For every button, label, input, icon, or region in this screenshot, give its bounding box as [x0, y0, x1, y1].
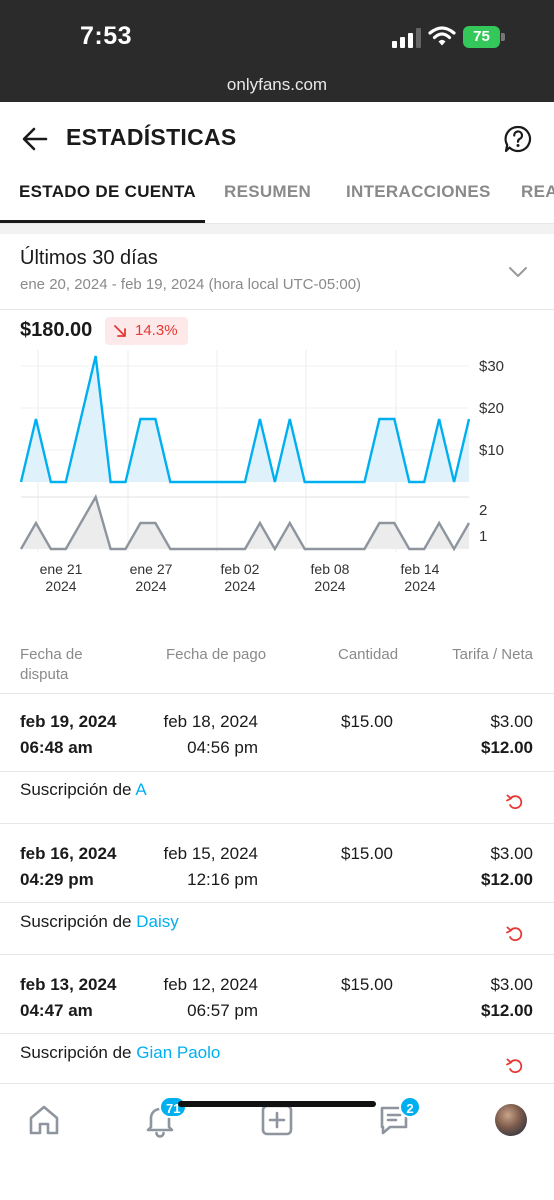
- dispute-time: 04:47 am: [20, 1001, 93, 1020]
- fee: $3.00: [490, 844, 533, 863]
- x-tick-label: feb 14: [401, 561, 440, 577]
- wifi-icon: [428, 26, 456, 46]
- subscription-prefix: Suscripción de: [20, 1043, 132, 1062]
- refund-icon[interactable]: [505, 792, 525, 812]
- payment-time: 04:56 pm: [187, 738, 258, 757]
- subscriber-link[interactable]: Gian Paolo: [136, 1043, 221, 1062]
- tab-bar: ESTADO DE CUENTA RESUMEN INTERACCIONES R…: [0, 174, 554, 224]
- dispute-date: feb 16, 2024: [20, 844, 117, 863]
- tab-estado-de-cuenta[interactable]: ESTADO DE CUENTA: [19, 182, 197, 201]
- divider: [0, 693, 554, 694]
- divider: [0, 1033, 554, 1034]
- x-tick-label: feb 08: [311, 561, 350, 577]
- refund-icon[interactable]: [505, 1056, 525, 1076]
- col-header-fee-net: Tarifa / Neta: [452, 646, 533, 663]
- divider: [0, 954, 554, 955]
- y-tick-label: 2: [479, 502, 487, 519]
- x-tick-label: ene 27: [130, 561, 173, 577]
- net: $12.00: [481, 870, 533, 889]
- status-time: 7:53: [80, 22, 133, 50]
- home-indicator: [178, 1101, 376, 1107]
- earnings-line: [19, 355, 471, 484]
- change-badge: 14.3%: [105, 317, 188, 345]
- earnings-area: [21, 356, 469, 482]
- plus-square-icon[interactable]: [259, 1102, 295, 1138]
- tab-interacciones[interactable]: INTERACCIONES: [346, 182, 491, 201]
- tab-resumen[interactable]: RESUMEN: [224, 182, 312, 201]
- y-tick-label: $20: [479, 400, 504, 417]
- dispute-time: 06:48 am: [20, 738, 93, 757]
- subscription-prefix: Suscripción de: [20, 780, 132, 799]
- dispute-date: feb 19, 2024: [20, 712, 117, 731]
- change-value: 14.3%: [135, 322, 178, 339]
- count-area: [21, 497, 469, 549]
- net: $12.00: [481, 1001, 533, 1020]
- home-icon[interactable]: [26, 1102, 62, 1138]
- period-range: ene 20, 2024 - feb 19, 2024 (hora local …: [20, 276, 362, 293]
- signal-icon: [392, 28, 421, 48]
- trend-down-icon: [114, 325, 126, 337]
- payment-date: feb 12, 2024: [163, 975, 258, 994]
- col-header-dispute-date: Fecha de disputa: [20, 646, 83, 683]
- subscriber-link[interactable]: Daisy: [136, 912, 179, 931]
- subscription-prefix: Suscripción de: [20, 912, 132, 931]
- messages-badge: 2: [399, 1096, 421, 1118]
- period-title[interactable]: Últimos 30 días: [20, 247, 158, 269]
- dispute-date: feb 13, 2024: [20, 975, 117, 994]
- subscription-label: Suscripción de Gian Paolo: [20, 1043, 220, 1063]
- payment-date: feb 15, 2024: [163, 844, 258, 863]
- question-circle-icon[interactable]: [503, 124, 533, 154]
- total-amount: $180.00: [20, 319, 93, 341]
- tab-rea[interactable]: REA: [521, 182, 554, 201]
- subscription-label: Suscripción de Daisy: [20, 912, 179, 932]
- active-tab-indicator: [0, 220, 205, 223]
- amount: $15.00: [341, 712, 393, 731]
- status-bar: 7:53 75 onlyfans.com: [0, 0, 554, 102]
- net: $12.00: [481, 738, 533, 757]
- fee: $3.00: [490, 712, 533, 731]
- y-tick-label: $30: [479, 358, 504, 375]
- y-tick-label: 1: [479, 528, 487, 545]
- payment-time: 06:57 pm: [187, 1001, 258, 1020]
- payment-time: 12:16 pm: [187, 870, 258, 889]
- payment-date: feb 18, 2024: [163, 712, 258, 731]
- arrow-left-icon[interactable]: [20, 124, 50, 154]
- x-tick-year: 2024: [135, 578, 166, 594]
- refund-icon[interactable]: [505, 924, 525, 944]
- col-header-amount: Cantidad: [338, 646, 399, 663]
- x-tick-label: feb 02: [221, 561, 260, 577]
- divider: [0, 823, 554, 824]
- notifications-badge: 71: [159, 1096, 188, 1118]
- section-divider: [0, 224, 554, 234]
- divider: [0, 309, 554, 310]
- battery-indicator: 75: [463, 26, 505, 48]
- avatar[interactable]: [495, 1104, 527, 1136]
- divider: [0, 902, 554, 903]
- x-tick-year: 2024: [45, 578, 76, 594]
- dispute-time: 04:29 pm: [20, 870, 94, 889]
- chevron-down-icon[interactable]: [506, 260, 530, 284]
- y-tick-label: $10: [479, 442, 504, 459]
- col-header-payment-date: Fecha de pago: [166, 646, 267, 663]
- subscriber-link[interactable]: A: [135, 780, 147, 799]
- battery-level: 75: [463, 26, 500, 48]
- page-header: ESTADÍSTICAS: [0, 102, 554, 174]
- url-bar[interactable]: onlyfans.com: [226, 75, 328, 94]
- subscription-label: Suscripción de A: [20, 780, 147, 800]
- x-tick-year: 2024: [224, 578, 255, 594]
- count-line: [19, 493, 471, 552]
- x-tick-label: ene 21: [40, 561, 83, 577]
- x-tick-year: 2024: [404, 578, 435, 594]
- amount: $15.00: [341, 975, 393, 994]
- page-title: ESTADÍSTICAS: [66, 124, 237, 150]
- x-tick-year: 2024: [314, 578, 345, 594]
- fee: $3.00: [490, 975, 533, 994]
- divider: [0, 771, 554, 772]
- amount: $15.00: [341, 844, 393, 863]
